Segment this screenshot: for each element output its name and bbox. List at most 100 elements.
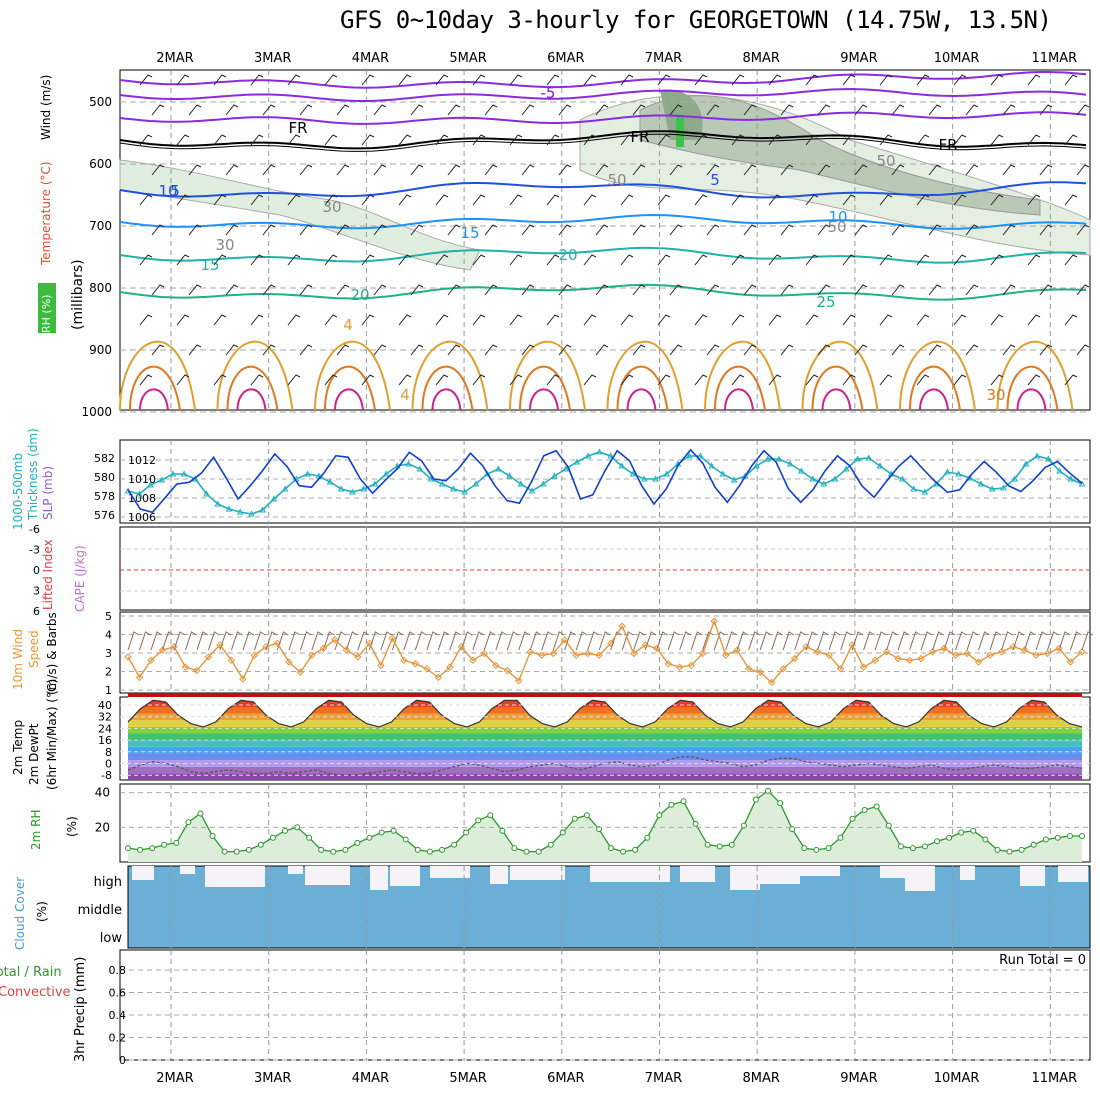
slp-panel-frame — [119, 439, 1091, 524]
wind-barb — [1027, 314, 1041, 326]
wind-point — [1020, 646, 1029, 654]
wind-barb — [1039, 344, 1053, 356]
wind-point — [641, 641, 649, 649]
pressure-tick: 1000 — [81, 405, 112, 419]
wind-barb — [620, 314, 634, 326]
wind-barb — [213, 194, 227, 206]
cloud-tick: low — [100, 931, 123, 946]
temp-color-band — [128, 773, 1082, 780]
wind-barb — [1039, 104, 1053, 116]
contour-label: 20 — [350, 286, 369, 304]
wind-barb — [139, 194, 153, 206]
temp-color-band — [128, 740, 1082, 747]
wind-barb — [679, 631, 691, 651]
thickness-tick: 582 — [94, 452, 115, 465]
wind-barb — [817, 164, 831, 176]
wind-barb — [176, 314, 190, 326]
pressure-tick: 900 — [89, 343, 112, 357]
temperature-contour — [529, 388, 559, 411]
precip-tick: 0.8 — [109, 964, 127, 977]
wind-tick: 5 — [105, 610, 112, 623]
wind-barb — [620, 74, 634, 86]
wind-barb — [509, 194, 523, 206]
wind-barb — [965, 104, 979, 116]
temperature-contour — [616, 365, 669, 411]
wind-barb — [759, 631, 772, 651]
rh-point — [233, 848, 240, 855]
lifted-index-tick: -3 — [29, 544, 40, 557]
rh-point — [716, 843, 723, 850]
lifted-index-tick: 0 — [33, 564, 40, 577]
rh-point — [547, 841, 554, 848]
wind-barb — [610, 631, 623, 651]
rh-point — [813, 846, 820, 853]
wind-barb — [299, 284, 313, 296]
precip-tick: 0.6 — [109, 987, 127, 1000]
rh-point — [825, 845, 832, 852]
temp-color-band — [128, 746, 1082, 754]
wind-point — [813, 648, 822, 656]
rh-point — [197, 810, 204, 817]
wind-barb — [854, 344, 868, 356]
wind-barb — [891, 224, 905, 236]
wind-barb — [842, 194, 856, 206]
wind-barb — [139, 74, 153, 86]
wind-barb — [410, 164, 424, 176]
wind-barb — [621, 631, 634, 651]
wind-barb — [373, 104, 387, 116]
wind-barb — [398, 194, 412, 206]
temp-color-band — [128, 726, 1082, 734]
cloud-gap — [1020, 866, 1045, 886]
wind-point — [480, 649, 489, 658]
wind-barb — [472, 254, 486, 266]
wind-barb — [731, 314, 745, 326]
contour-label: -5 — [541, 84, 556, 102]
axis-label: 2m Temp — [11, 720, 25, 775]
wind-point — [549, 649, 557, 658]
wind-barb — [657, 194, 671, 206]
wind-barb — [851, 631, 864, 651]
wind-barb — [188, 224, 202, 236]
wind-barb — [743, 284, 757, 296]
lifted-index-tick: 3 — [33, 585, 40, 598]
wind-barb — [583, 74, 597, 86]
wind-point — [262, 642, 270, 651]
temperature-contour — [724, 388, 754, 411]
wind-barb — [213, 74, 227, 86]
bottom-date-label: 9MAR — [840, 1071, 877, 1086]
contour-label: 30 — [322, 198, 341, 216]
contour-label: 30 — [215, 236, 234, 254]
slp-tick: 1008 — [128, 492, 156, 505]
wind-point — [986, 651, 994, 659]
temperature-contour — [139, 388, 169, 411]
wind-barb — [361, 254, 375, 266]
axis-label: Thickness (dm) — [26, 428, 40, 521]
wind-point — [423, 665, 431, 673]
cloud-gap — [205, 866, 265, 887]
wind-barb — [225, 224, 239, 236]
cloud-gap — [880, 866, 910, 878]
rh-point — [596, 826, 602, 833]
temperature-contour — [334, 388, 364, 411]
wind-point — [193, 666, 201, 675]
rh-point — [185, 819, 192, 826]
rh-point — [958, 829, 965, 836]
wind-barb — [891, 344, 905, 356]
wind-barb — [558, 224, 572, 236]
wind-point — [319, 644, 328, 653]
temp-mask — [128, 697, 1082, 727]
top-date-label: 5MAR — [449, 51, 486, 66]
temperature-contour — [919, 388, 949, 411]
wind-barb — [620, 254, 634, 266]
wind-barb — [916, 254, 930, 266]
wind-barb — [1002, 344, 1016, 356]
bottom-date-label: 4MAR — [352, 1071, 389, 1086]
rh-point — [463, 829, 470, 836]
wind-barb — [1076, 104, 1090, 116]
wind-barb — [768, 74, 782, 86]
wind-barb — [250, 254, 264, 266]
wind-barb — [1035, 631, 1048, 651]
lifted-index-tick: 6 — [33, 605, 40, 618]
wind-barb — [805, 314, 819, 326]
wind-barb — [287, 254, 301, 266]
